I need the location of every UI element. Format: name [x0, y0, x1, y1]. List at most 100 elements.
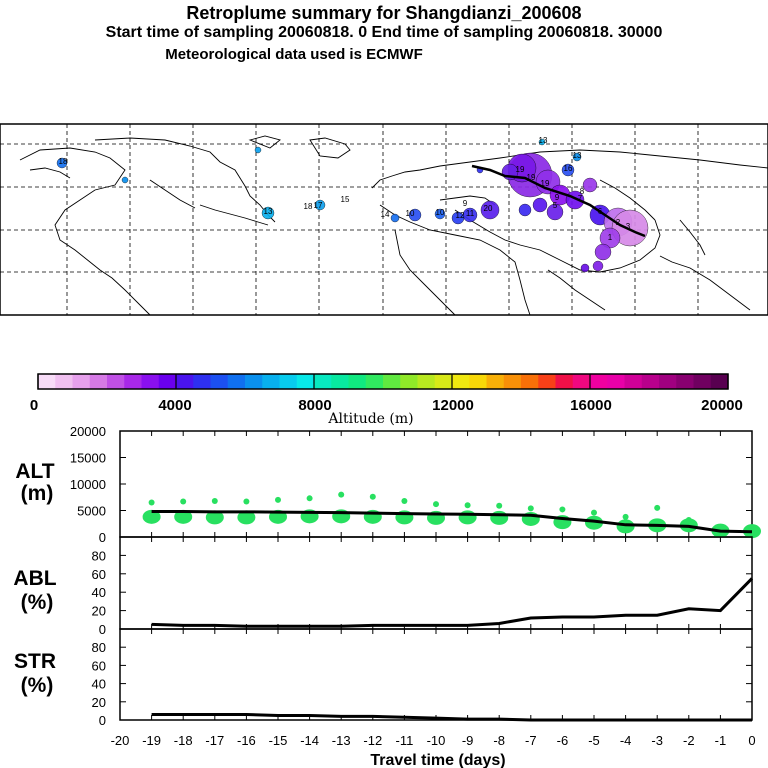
- alt-scatter-upper-point: [591, 509, 597, 516]
- plume-label: 9: [463, 199, 468, 208]
- colorbar-tick-label: 12000: [432, 397, 474, 414]
- alt-scatter-upper-point: [622, 513, 629, 520]
- plume-label: 5: [553, 201, 558, 210]
- x-tick-label: -17: [205, 733, 224, 748]
- coastlines: [19, 135, 768, 316]
- colorbar-swatch: [486, 374, 505, 389]
- colorbar-swatch: [400, 374, 418, 389]
- plume-label: 12: [456, 211, 465, 220]
- alt-scatter-upper-point: [433, 501, 439, 508]
- str-y-tick-label: 80: [92, 640, 106, 655]
- colorbar-swatch: [72, 374, 91, 389]
- alt-y-tick-label: 20000: [70, 424, 106, 439]
- abl-y-tick-label: 80: [92, 548, 106, 563]
- plume-marker: [582, 177, 598, 193]
- plume-marker: [546, 203, 564, 221]
- x-axis-label: Travel time (days): [370, 752, 505, 768]
- plume-marker: [580, 263, 590, 273]
- x-tick-label: -20: [111, 733, 130, 748]
- alt-scatter-upper-point: [527, 505, 534, 512]
- alt-scatter-upper-point: [369, 493, 376, 500]
- alt-scatter-point: [237, 510, 256, 525]
- alt-scatter-point: [458, 510, 477, 525]
- abl-y-tick-label: 20: [92, 604, 106, 619]
- colorbar-swatch: [158, 374, 177, 389]
- colorbar-swatch: [607, 374, 625, 389]
- colorbar-swatch: [245, 374, 263, 389]
- plume-marker: [518, 203, 532, 217]
- plume-label: 15: [341, 195, 350, 204]
- alt-scatter-upper-point: [275, 496, 281, 503]
- plume-label: 10: [436, 208, 445, 217]
- colorbar-tick-label: 4000: [158, 397, 191, 414]
- colorbar-swatch: [434, 374, 453, 389]
- x-tick-label: -6: [557, 733, 569, 748]
- x-tick-label: -14: [300, 733, 319, 748]
- colorbar-tick-label: 16000: [570, 397, 612, 414]
- alt-scatter-point: [174, 509, 193, 524]
- plume-label: 19: [541, 179, 550, 188]
- alt-y-tick-label: 10000: [70, 477, 106, 492]
- plume-label: 14: [381, 210, 390, 219]
- map-gridlines: [0, 124, 768, 315]
- str-panel-name: STR: [14, 650, 56, 673]
- colorbar-swatch: [296, 374, 315, 389]
- alt-series-line: [151, 510, 753, 534]
- plume-label: 19: [527, 173, 536, 182]
- abl-series-line: [151, 577, 754, 628]
- colorbar-swatch: [348, 374, 367, 389]
- plume-marker: [572, 152, 582, 162]
- colorbar-swatch: [383, 374, 401, 389]
- colorbar-swatch: [469, 374, 487, 389]
- plume-marker: [434, 208, 446, 220]
- colorbar-swatch: [417, 374, 436, 389]
- colorbar-tick-label: 0: [30, 397, 38, 414]
- x-tick-label: -16: [237, 733, 256, 748]
- colorbar-swatch: [452, 374, 470, 389]
- str-y-tick-label: 20: [92, 695, 106, 710]
- colorbar-swatch: [107, 374, 125, 389]
- colorbar-swatch: [590, 374, 608, 389]
- plume-marker: [121, 176, 129, 184]
- plume-marker: [56, 157, 68, 169]
- colorbar-swatch: [624, 374, 643, 389]
- colorbar-label: Altitude (m): [327, 411, 413, 427]
- colorbar-swatch: [555, 374, 574, 389]
- plume-marker: [314, 199, 326, 211]
- colorbar-swatch: [710, 374, 729, 389]
- str-panel-unit: (%): [21, 674, 54, 697]
- plume-label: 8: [580, 187, 585, 196]
- abl-panel-name: ABL: [13, 567, 56, 590]
- colorbar-swatch: [89, 374, 108, 389]
- alt-scatter-upper-point: [685, 517, 692, 524]
- plume-label: 3: [626, 222, 631, 231]
- altitude-colorbar: 0 4000 8000 12000 16000 20000: [30, 373, 743, 414]
- plume-label: 10: [406, 209, 415, 218]
- x-tick-label: -5: [588, 733, 600, 748]
- x-tick-label: -8: [493, 733, 505, 748]
- x-tick-label: -4: [620, 733, 632, 748]
- plume-marker: [532, 197, 548, 213]
- x-tick-label: -18: [174, 733, 193, 748]
- abl-panel-unit: (%): [21, 591, 54, 614]
- colorbar-swatch: [55, 374, 73, 389]
- plume-marker: [480, 200, 500, 220]
- alt-scatter-upper-point: [654, 504, 661, 511]
- plume-marker: [594, 243, 612, 261]
- plume-label: 16: [564, 164, 573, 173]
- alt-scatter-upper-point: [717, 523, 724, 530]
- colorbar-swatch: [38, 374, 56, 389]
- colorbar-swatch: [693, 374, 712, 389]
- alt-scatter-point: [205, 510, 224, 525]
- colorbar-swatch: [521, 374, 539, 389]
- alt-scatter-upper-point: [211, 497, 218, 504]
- alt-scatter-upper-point: [180, 498, 187, 505]
- colorbar-swatch: [572, 374, 591, 389]
- plume-marker: [408, 208, 422, 222]
- alt-scatter-point: [142, 509, 161, 524]
- mean-trajectory-line: [471, 164, 646, 238]
- plume-marker: [538, 138, 546, 146]
- x-tick-label: -12: [363, 733, 382, 748]
